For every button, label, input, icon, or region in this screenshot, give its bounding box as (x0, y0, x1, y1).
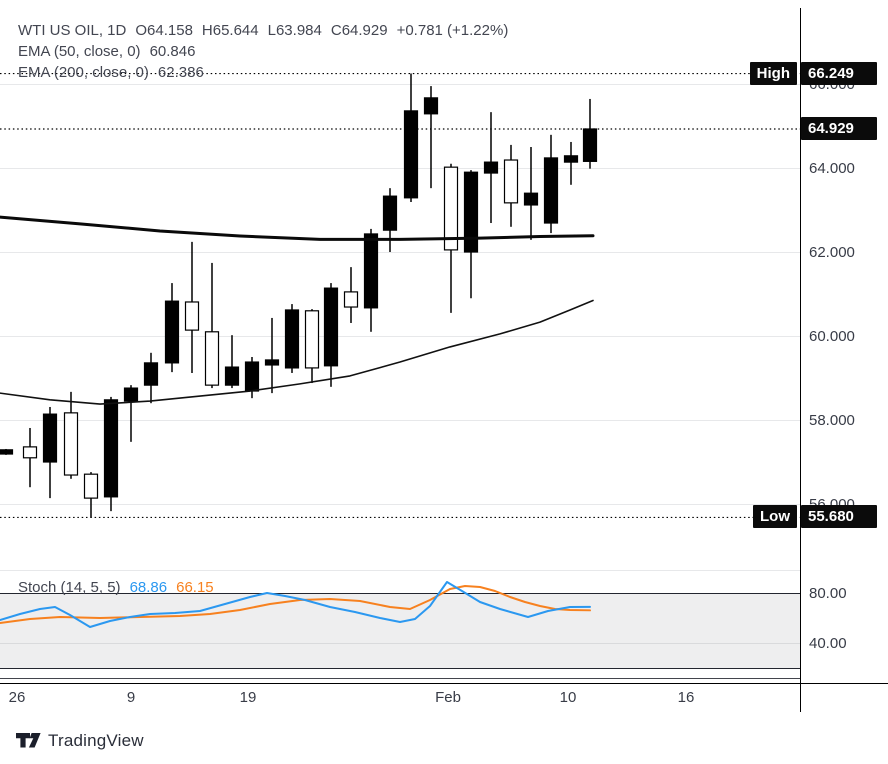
tradingview-logo[interactable]: TradingView (16, 731, 144, 751)
price-tick-label: 64.000 (809, 160, 855, 177)
time-tick-label: 19 (239, 689, 257, 706)
stoch-label[interactable]: Stoch (14, 5, 5) (18, 579, 121, 596)
time-tick-label: 10 (559, 689, 577, 706)
symbol-title[interactable]: WTI US OIL, 1D (18, 22, 127, 39)
candle-body-up (363, 233, 379, 309)
high-marker-label: High (749, 61, 797, 85)
candle-body-up (164, 300, 180, 364)
candle-body-down (83, 473, 99, 499)
ohlc-open: O64.158 (135, 22, 193, 39)
ema200-label[interactable]: EMA (200, close, 0) (18, 64, 149, 81)
candle-body-up (382, 195, 398, 231)
candle-body-down (343, 291, 359, 308)
ema200-legend-row: EMA (200, close, 0) 62.386 (18, 63, 213, 83)
candle-body-up (244, 361, 260, 392)
ohlc-high: H65.644 (201, 22, 259, 39)
candle-body-up (543, 157, 559, 224)
ema50-label[interactable]: EMA (50, close, 0) (18, 43, 141, 60)
ohlc-low: L63.984 (267, 22, 322, 39)
ohlc-change: +0.781 (+1.22%) (396, 22, 509, 39)
stoch-k-value: 68.86 (129, 579, 168, 596)
candle-body-up (423, 97, 439, 115)
candle-body-up (0, 449, 14, 455)
candle-body-up (264, 359, 280, 366)
time-tick-label: 26 (8, 689, 26, 706)
ohlc-close: C64.929 (330, 22, 388, 39)
low-price-badge: 55.680 (801, 505, 877, 529)
candle-body-down (443, 166, 459, 251)
candle-body-down (63, 412, 79, 476)
candle-body-up (463, 171, 479, 253)
candle-body-up (323, 287, 339, 367)
stoch-tick-label: 40.00 (809, 635, 847, 652)
price-tick-label: 60.000 (809, 328, 855, 345)
candle-body-up (483, 161, 499, 174)
candle-body-up (103, 399, 119, 498)
time-tick-label: Feb (435, 689, 461, 706)
high-price-badge: 66.249 (801, 61, 877, 85)
stoch-tick-label: 80.00 (809, 585, 847, 602)
ema200-value: 62.386 (157, 64, 204, 81)
ema50-legend-row: EMA (50, close, 0) 60.846 (18, 42, 204, 62)
candle-body-up (403, 110, 419, 199)
candle-body-up (582, 128, 598, 162)
candle-body-up (224, 366, 240, 386)
ema50-value: 60.846 (149, 43, 196, 60)
time-tick-label: 9 (126, 689, 136, 706)
candle-body-down (204, 331, 220, 386)
low-marker-label: Low (753, 505, 797, 529)
candle-body-down (184, 301, 200, 331)
candle-body-up (284, 309, 300, 369)
stoch-d-value: 66.15 (176, 579, 214, 596)
candle-body-up (523, 192, 539, 206)
candle-body-down (22, 446, 38, 459)
candle-body-up (143, 362, 159, 386)
candle-body-up (123, 387, 139, 402)
price-tick-label: 58.000 (809, 412, 855, 429)
candle-body-up (42, 413, 58, 463)
candle-body-down (503, 159, 519, 204)
symbol-header-row: WTI US OIL, 1D O64.158 H65.644 L63.984 C64.9… (18, 21, 517, 41)
last-price-badge: 64.929 (801, 116, 877, 140)
tradingview-logo-text: TradingView (48, 731, 144, 750)
candle-body-down (304, 310, 320, 369)
time-tick-label: 16 (677, 689, 695, 706)
candle-body-up (563, 155, 579, 163)
stoch-legend-row: Stoch (14, 5, 5) 68.86 66.15 (18, 578, 223, 597)
tradingview-logo-icon (16, 732, 41, 747)
price-tick-label: 62.000 (809, 244, 855, 261)
